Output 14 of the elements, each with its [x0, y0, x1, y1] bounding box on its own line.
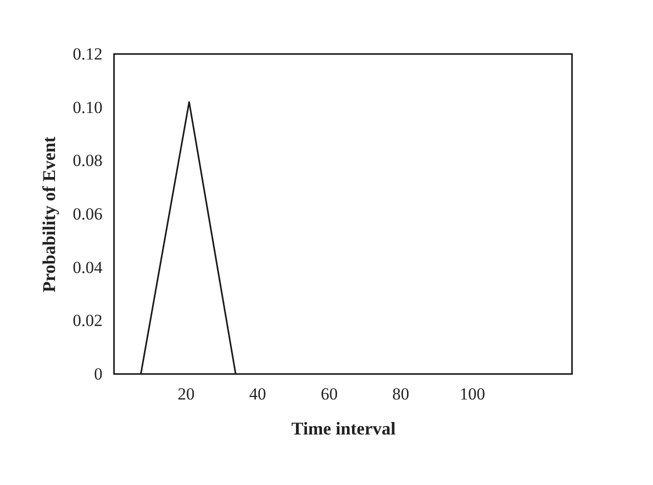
y-tick-label: 0.02: [72, 311, 102, 330]
x-tick-label: 80: [392, 384, 410, 404]
x-tick-label: 20: [178, 384, 195, 404]
y-tick-label: 0.08: [72, 151, 102, 170]
x-tick-label: 40: [249, 384, 266, 404]
y-axis-title: Probability of Event: [38, 136, 59, 292]
y-tick-label: 0.04: [72, 258, 103, 277]
y-tick-label: 0.10: [72, 98, 102, 117]
x-tick-label: 100: [460, 384, 486, 404]
x-tick-label: 60: [320, 384, 338, 404]
x-axis-title: Time interval: [291, 418, 396, 438]
y-tick-label: 0.12: [72, 44, 102, 64]
y-tick-label: 0: [94, 364, 102, 384]
y-tick-label: 0.06: [72, 204, 102, 224]
